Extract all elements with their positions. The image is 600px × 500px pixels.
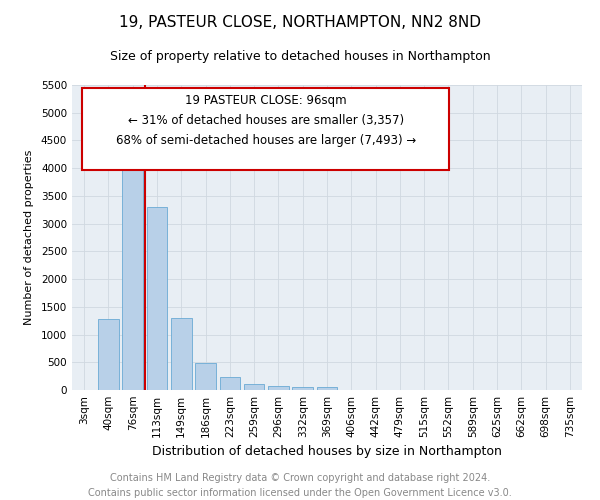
Text: 19, PASTEUR CLOSE, NORTHAMPTON, NN2 8ND: 19, PASTEUR CLOSE, NORTHAMPTON, NN2 8ND — [119, 15, 481, 30]
Bar — [317, 387, 337, 390]
Bar — [244, 384, 265, 390]
Bar — [146, 207, 167, 390]
FancyBboxPatch shape — [82, 88, 449, 170]
Bar — [195, 364, 216, 390]
Text: Size of property relative to detached houses in Northampton: Size of property relative to detached ho… — [110, 50, 490, 63]
X-axis label: Distribution of detached houses by size in Northampton: Distribution of detached houses by size … — [152, 446, 502, 458]
Bar — [122, 150, 143, 390]
Bar — [171, 318, 191, 390]
Bar — [292, 386, 313, 390]
Text: Contains HM Land Registry data © Crown copyright and database right 2024.
Contai: Contains HM Land Registry data © Crown c… — [88, 472, 512, 498]
Text: 19 PASTEUR CLOSE: 96sqm
← 31% of detached houses are smaller (3,357)
68% of semi: 19 PASTEUR CLOSE: 96sqm ← 31% of detache… — [116, 94, 416, 147]
Bar — [98, 319, 119, 390]
Bar — [220, 377, 240, 390]
Y-axis label: Number of detached properties: Number of detached properties — [24, 150, 34, 325]
Bar — [268, 386, 289, 390]
